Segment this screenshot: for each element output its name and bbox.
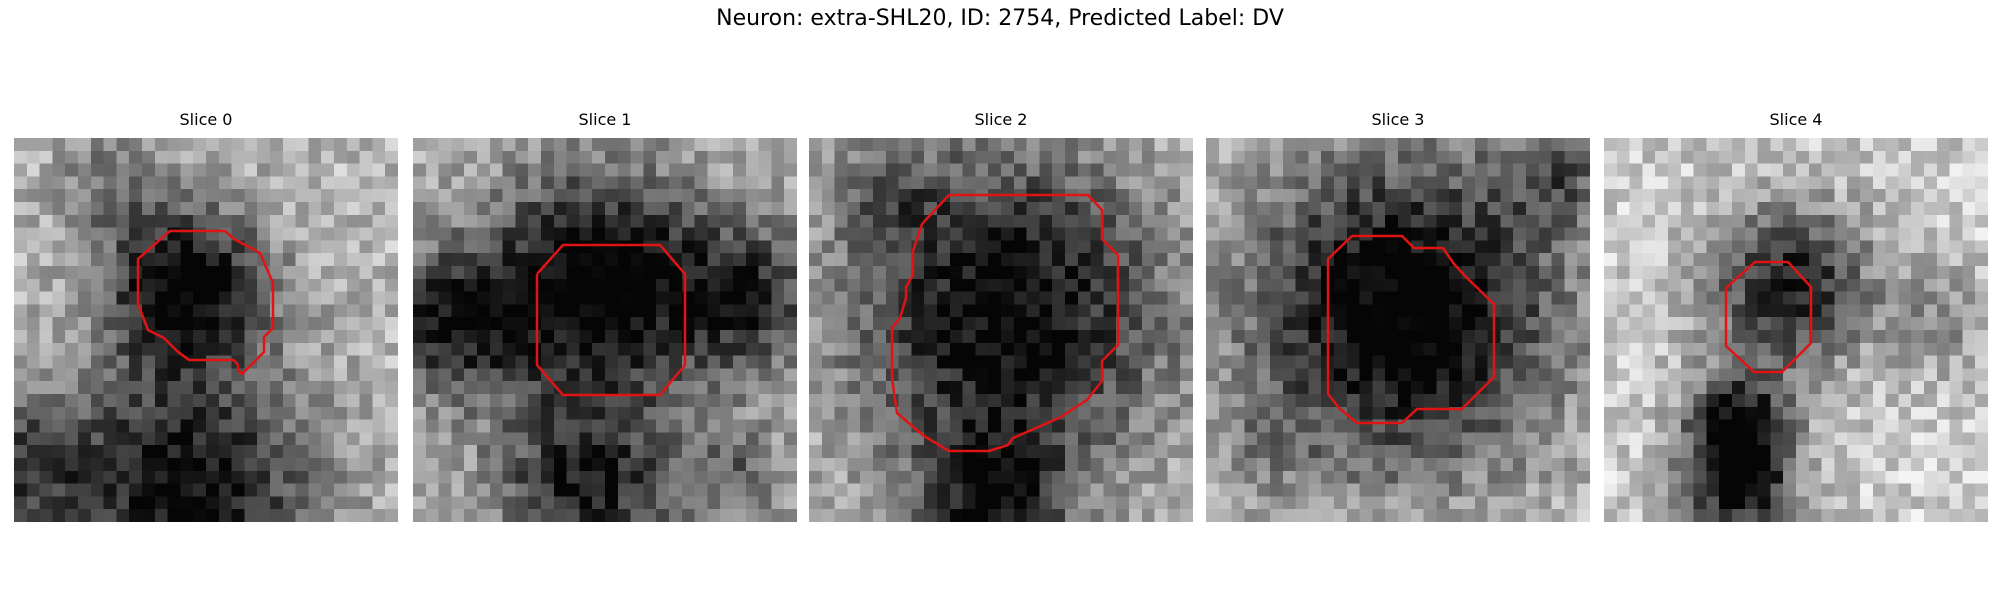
- segmentation-contour: [535, 243, 687, 397]
- slice-panel-2: Slice 2: [809, 110, 1193, 522]
- grayscale-image: [14, 138, 398, 522]
- slice-panel-3: Slice 3: [1206, 110, 1590, 522]
- segmentation-contour: [136, 229, 275, 376]
- slice-title: Slice 3: [1371, 110, 1425, 129]
- grayscale-image: [413, 138, 797, 522]
- slice-image: [809, 138, 1193, 522]
- slice-image: [1604, 138, 1988, 522]
- slice-image: [413, 138, 797, 522]
- grayscale-image: [1206, 138, 1590, 522]
- slice-image: [14, 138, 398, 522]
- slice-panel-0: Slice 0: [14, 110, 398, 522]
- grayscale-image: [1604, 138, 1988, 522]
- slice-title: Slice 4: [1769, 110, 1823, 129]
- segmentation-contour: [890, 193, 1120, 453]
- figure-title: Neuron: extra-SHL20, ID: 2754, Predicted…: [716, 6, 1284, 31]
- slice-panel-4: Slice 4: [1604, 110, 1988, 522]
- slice-title: Slice 1: [578, 110, 632, 129]
- slice-panel-1: Slice 1: [413, 110, 797, 522]
- segmentation-contour: [1724, 260, 1813, 374]
- grayscale-image: [809, 138, 1193, 522]
- slice-title: Slice 2: [974, 110, 1028, 129]
- slice-title: Slice 0: [179, 110, 233, 129]
- segmentation-contour: [1326, 234, 1496, 425]
- slice-image: [1206, 138, 1590, 522]
